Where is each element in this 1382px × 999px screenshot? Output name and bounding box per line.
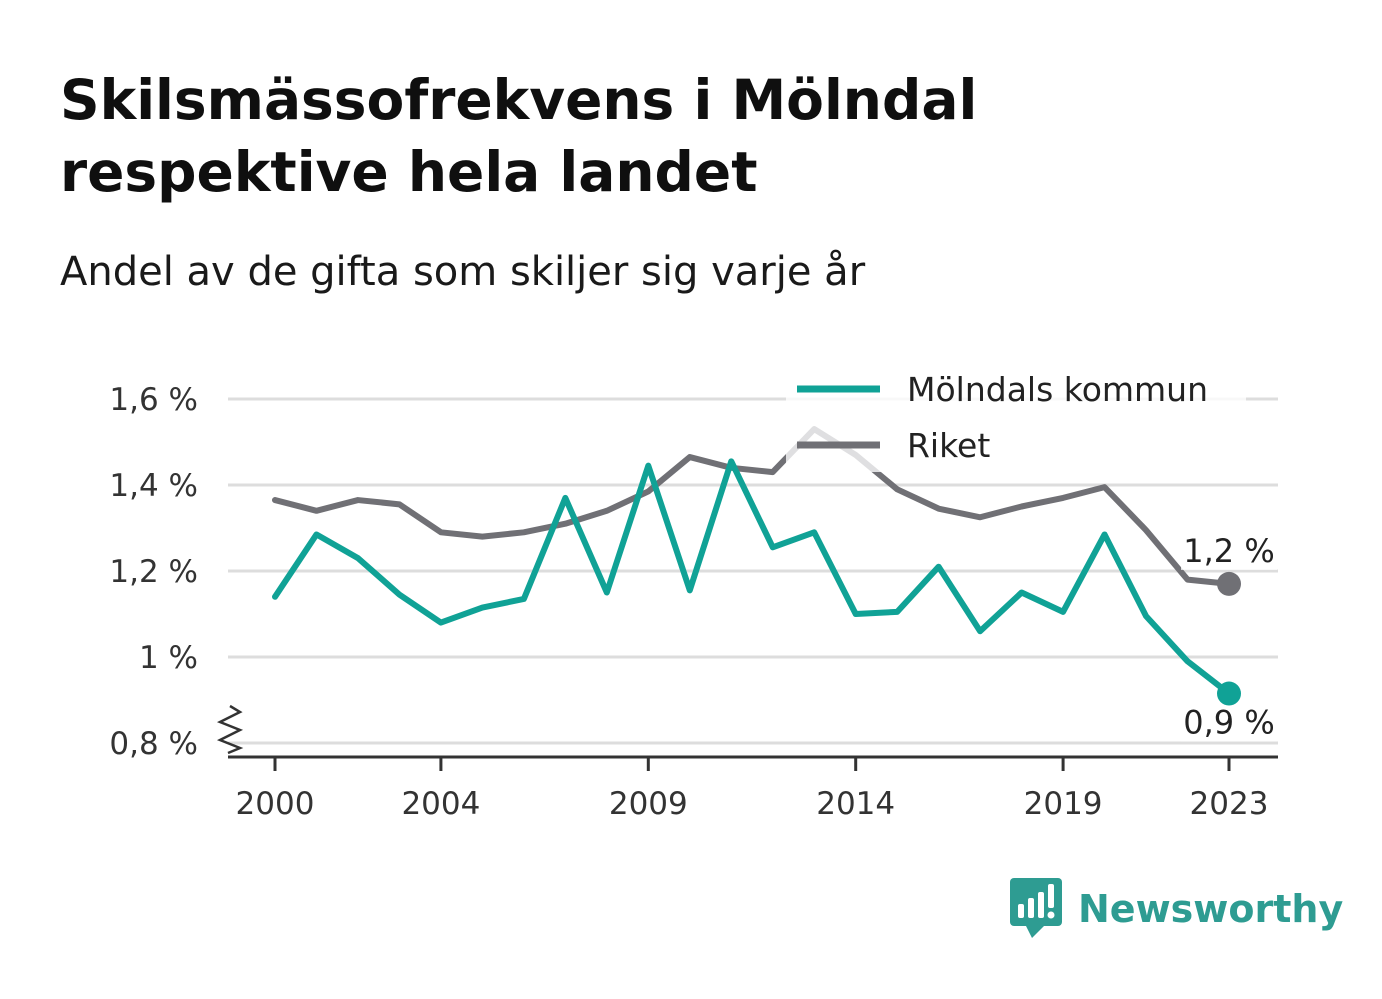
- end-label-backdrop: [1181, 705, 1277, 742]
- end-marker: [1217, 681, 1241, 706]
- x-tick-label: 2004: [401, 786, 480, 822]
- y-axis-ticks: 0,8 % 1 % 1,2 % 1,4 % 1,6 %: [109, 382, 198, 762]
- legend: Mölndals kommun Riket: [786, 360, 1246, 472]
- brand-name: Newsworthy: [1078, 887, 1344, 931]
- end-marker: [1217, 571, 1241, 596]
- y-tick-label: 1,4 %: [109, 468, 198, 504]
- series-lines: [272, 426, 1232, 697]
- legend-label: Mölndals kommun: [907, 370, 1208, 409]
- x-tick-label: 2009: [609, 786, 688, 822]
- axis-break-icon: [216, 704, 244, 755]
- series-line-riket: [272, 426, 1232, 587]
- x-axis: 2000 2004 2009 2014 2019 2023: [216, 704, 1278, 822]
- legend-backdrop: [786, 360, 1246, 472]
- chart-title: Skilsmässofrekvens i Mölndal respektive …: [60, 68, 978, 204]
- chart-subtitle: Andel av de gifta som skiljer sig varje …: [60, 249, 866, 295]
- end-label: 0,9 %: [1183, 704, 1274, 742]
- x-tick-label: 2019: [1024, 786, 1103, 822]
- x-tick-label: 2014: [816, 786, 895, 822]
- brand-logo: Newsworthy: [1010, 878, 1343, 940]
- end-markers: 0,9 % 1,2 %: [1181, 532, 1277, 742]
- y-tick-label: 0,8 %: [109, 726, 198, 762]
- y-tick-label: 1,2 %: [109, 554, 198, 590]
- series-line-molndal: [272, 458, 1232, 697]
- y-tick-label: 1,6 %: [109, 382, 198, 418]
- newsworthy-logo-icon: [1010, 878, 1062, 938]
- legend-label: Riket: [907, 426, 990, 465]
- end-label-backdrop: [1181, 533, 1277, 570]
- end-label: 1,2 %: [1183, 532, 1274, 570]
- y-tick-label: 1 %: [139, 640, 198, 676]
- x-tick-label: 2023: [1190, 786, 1269, 822]
- x-tick-label: 2000: [236, 786, 315, 822]
